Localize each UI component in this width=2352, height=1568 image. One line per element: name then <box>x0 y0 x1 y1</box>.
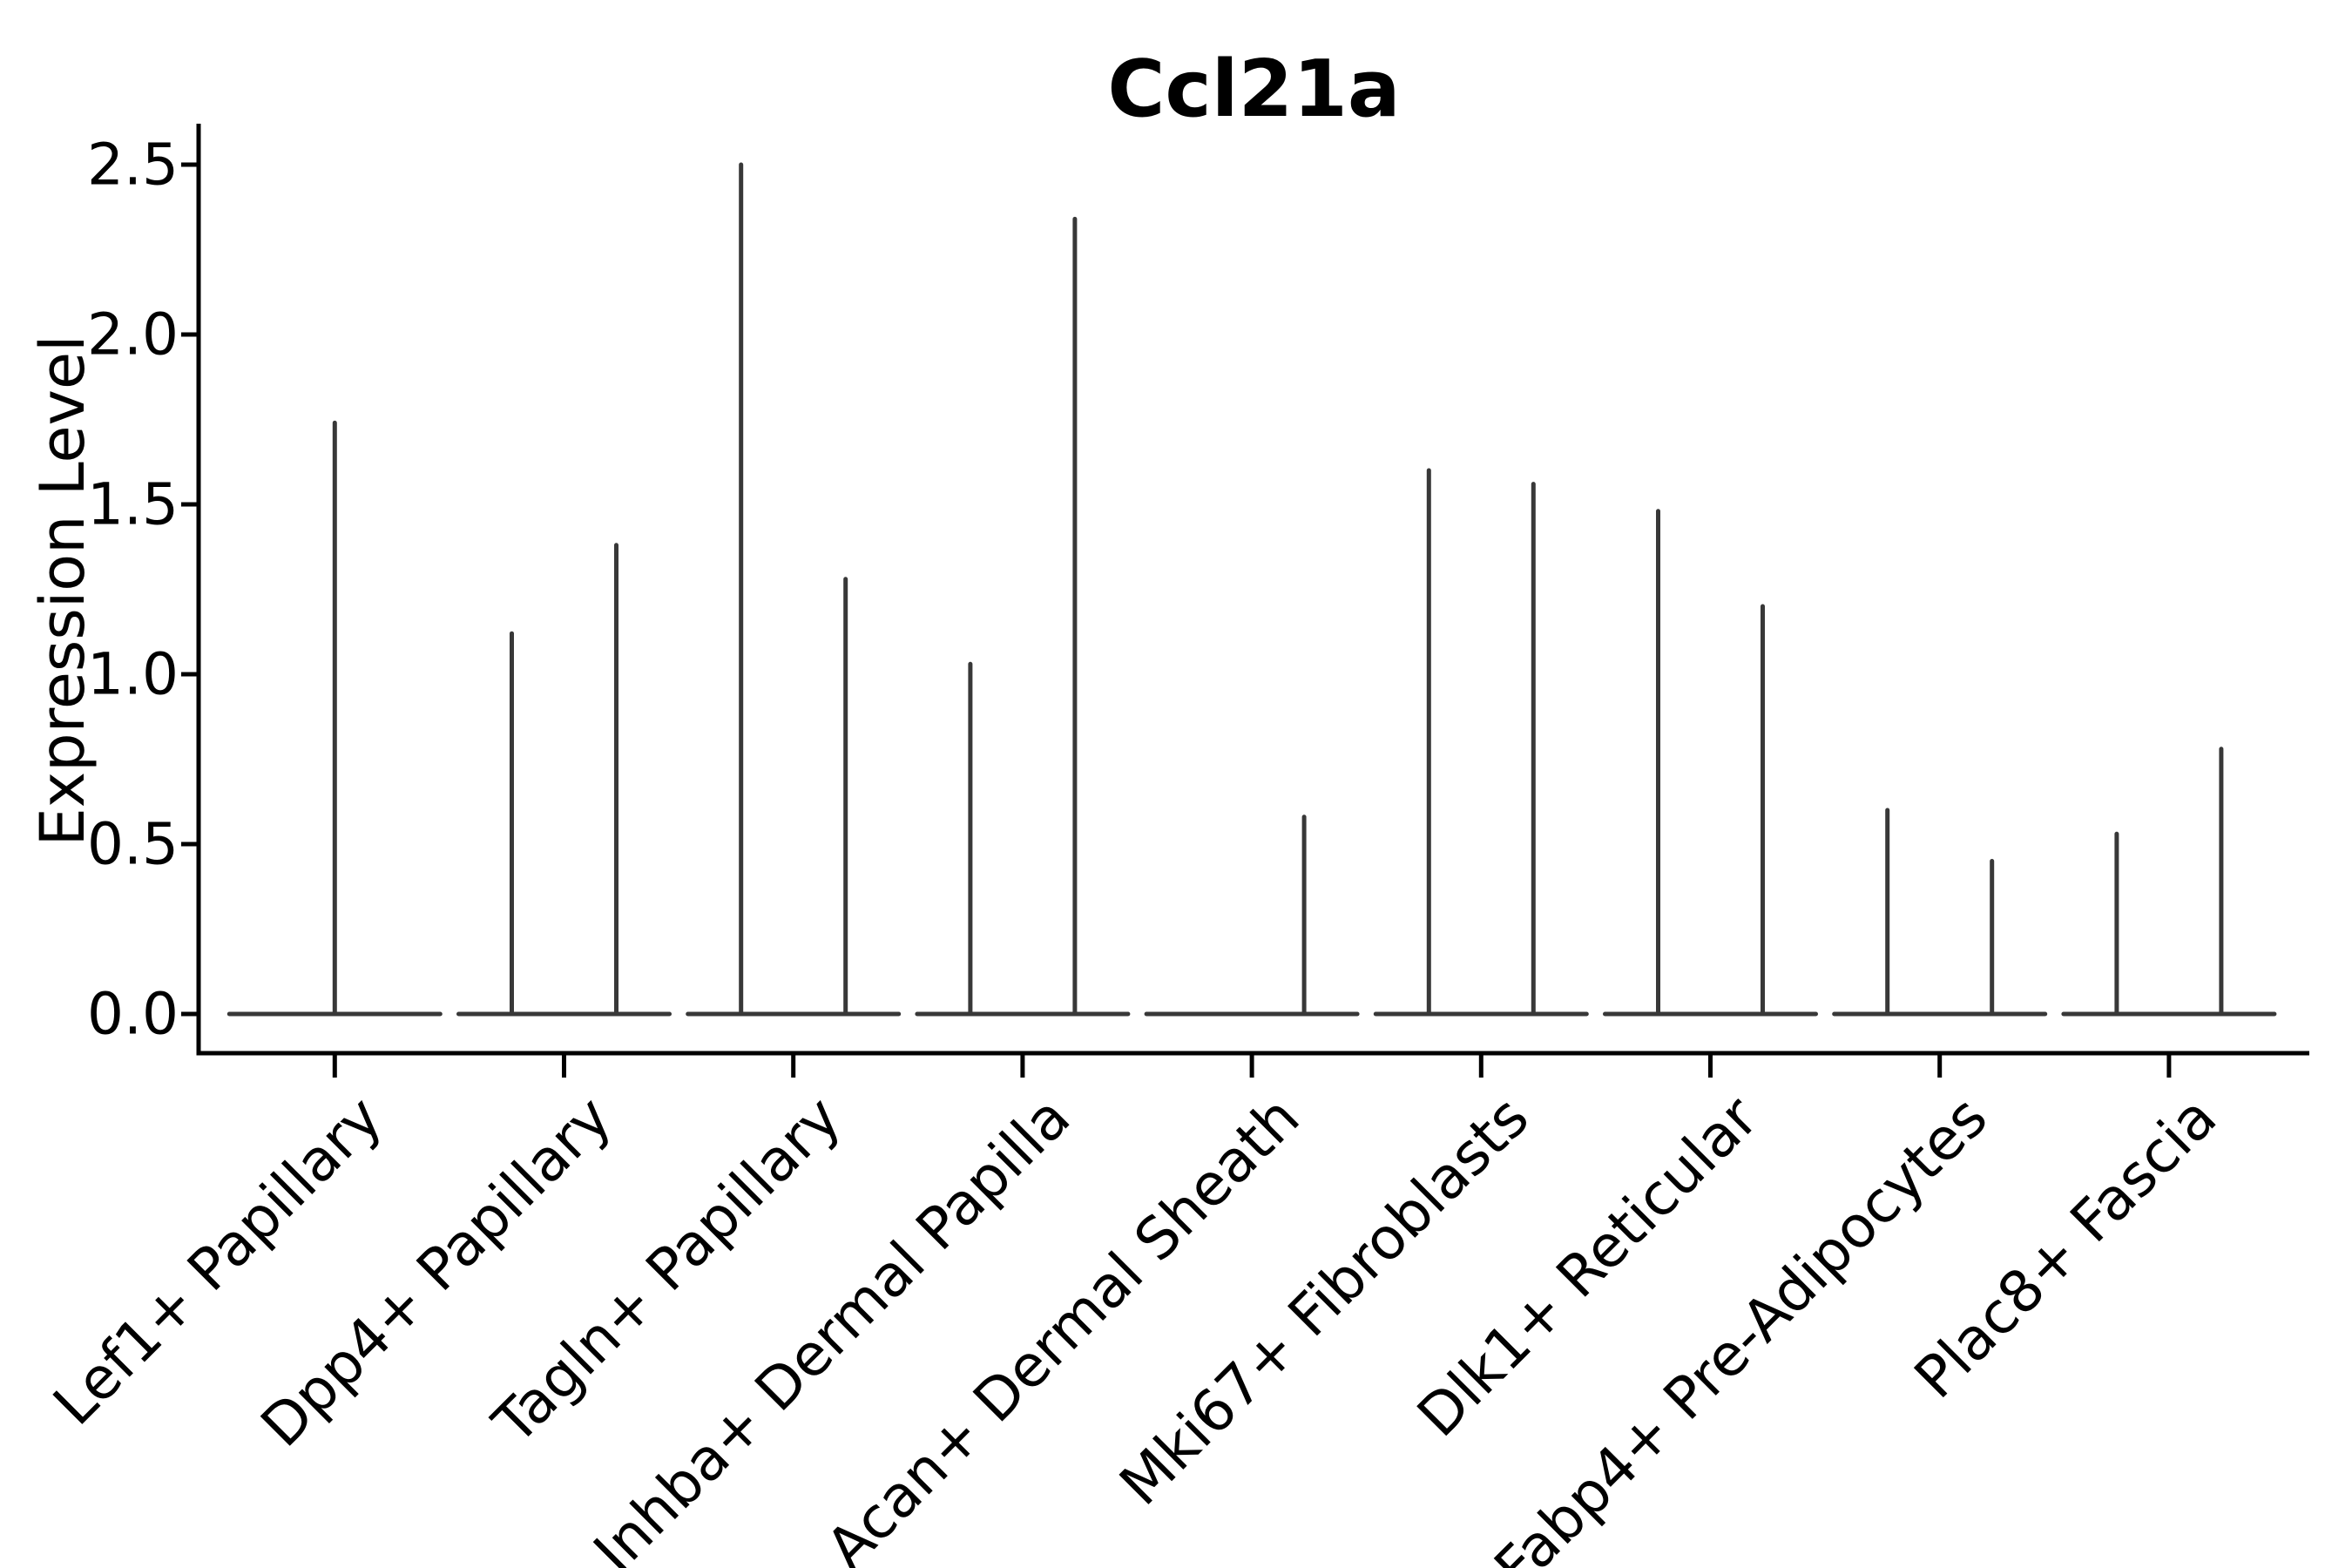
y-tick-label: 1.5 <box>87 471 179 538</box>
y-tick-label: 2.5 <box>87 132 179 199</box>
y-tick-label: 1.0 <box>87 641 179 708</box>
y-tick-label: 2.0 <box>87 301 179 368</box>
y-tick-label: 0.5 <box>87 811 179 878</box>
y-tick-label: 0.0 <box>87 981 179 1048</box>
chart-title: Ccl21a <box>1107 44 1401 135</box>
x-tick-label: Mki67+ Fibroblasts <box>1107 1084 1542 1518</box>
x-tick-label: Acan+ Dermal Sheath <box>814 1084 1313 1568</box>
